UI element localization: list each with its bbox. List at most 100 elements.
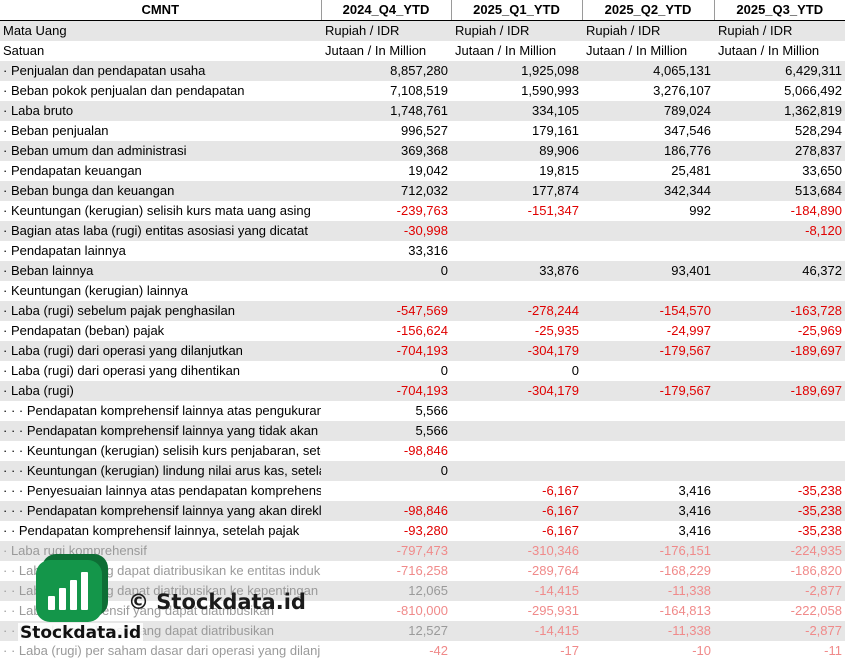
table-row: · Beban umum dan administrasi 369,368 89,9… [0,141,845,161]
value-cell: 7,108,519 [321,81,451,101]
row-label: Mata Uang [0,20,321,41]
value-cell: 89,906 [451,141,582,161]
value-cell: -11,338 [582,581,714,601]
value-cell: 0 [451,361,582,381]
value-cell: 46,372 [714,261,845,281]
value-cell: -184,890 [714,201,845,221]
value-cell: 12,065 [321,581,451,601]
value-cell: -35,238 [714,501,845,521]
value-cell: -716,258 [321,561,451,581]
value-cell [714,361,845,381]
period-header: 2024_Q4_YTD [321,0,452,21]
value-cell: -310,346 [451,541,582,561]
row-label: · · Pendapatan komprehensif lainnya, set… [0,521,321,541]
row-label: · Pendapatan keuangan [0,161,321,181]
value-cell: -14,415 [451,621,582,641]
table-row: · · · Pendapatan komprehensif lainnya at… [0,401,845,421]
value-cell: -164,813 [582,601,714,621]
unit-cell: Rupiah / IDR [714,20,845,41]
row-label: · · · Penyesuaian lainnya atas pendapata… [0,481,321,501]
value-cell: -289,764 [451,561,582,581]
value-cell: -304,179 [451,341,582,361]
value-cell: 25,481 [582,161,714,181]
value-cell: -797,473 [321,541,451,561]
row-label: · · · Pendapatan komprehensif lainnya at… [0,401,321,421]
row-label: · Laba (rugi) dari operasi yang dihentik… [0,361,321,381]
value-cell [321,481,451,501]
value-cell [451,421,582,441]
value-cell [451,241,582,261]
value-cell: -278,244 [451,301,582,321]
table-row: · Laba (rugi) dari operasi yang dihentik… [0,361,845,381]
value-cell: -42 [321,641,451,661]
value-cell: -24,997 [582,321,714,341]
table-row: · · · Pendapatan komprehensif lainnya ya… [0,501,845,521]
row-label: · Beban lainnya [0,261,321,281]
value-cell: 0 [321,361,451,381]
value-cell: -35,238 [714,521,845,541]
table-row: · Beban penjualan 996,527 179,161 347,546 52… [0,121,845,141]
value-cell: -10 [582,641,714,661]
table-row: · Laba (rugi) -704,193 -304,179 -179,567 -18… [0,381,845,401]
value-cell [714,461,845,481]
value-cell [451,461,582,481]
row-label: · Laba (rugi) sebelum pajak penghasilan [0,301,321,321]
table-row: · · · Keuntungan (kerugian) selisih kurs… [0,441,845,461]
value-cell: 5,066,492 [714,81,845,101]
table-row: · · Pendapatan komprehensif lainnya, set… [0,521,845,541]
value-cell: 513,684 [714,181,845,201]
table-row: · · Laba (rugi) yang dapat diatribusikan… [0,581,845,601]
unit-cell: Rupiah / IDR [451,20,582,41]
value-cell [582,361,714,381]
value-cell: -2,877 [714,621,845,641]
value-cell: -304,179 [451,381,582,401]
value-cell: 1,362,819 [714,101,845,121]
unit-row: Satuan Jutaan / In Million Jutaan / In Mil… [0,41,845,61]
value-cell [714,281,845,301]
value-cell: 342,344 [582,181,714,201]
value-cell: -6,167 [451,481,582,501]
value-cell: -179,567 [582,381,714,401]
row-label: · Pendapatan (beban) pajak [0,321,321,341]
unit-cell: Rupiah / IDR [321,20,451,41]
value-cell: 1,925,098 [451,61,582,81]
value-cell: 177,874 [451,181,582,201]
value-cell: -168,229 [582,561,714,581]
row-label: · Laba (rugi) [0,381,321,401]
value-cell: -547,569 [321,301,451,321]
row-label: · Laba rugi komprehensif [0,541,321,561]
value-cell: -93,280 [321,521,451,541]
value-cell: 6,429,311 [714,61,845,81]
value-cell: -35,238 [714,481,845,501]
table-row: · · Laba komprehensif yang dapat diatrib… [0,601,845,621]
value-cell: -2,877 [714,581,845,601]
row-label: · Beban bunga dan keuangan [0,181,321,201]
unit-cell: Jutaan / In Million [321,41,451,61]
value-cell: 19,042 [321,161,451,181]
table-row: · Beban bunga dan keuangan 712,032 177,874… [0,181,845,201]
value-cell: 19,815 [451,161,582,181]
unit-cell: Rupiah / IDR [582,20,714,41]
value-cell: 1,590,993 [451,81,582,101]
row-label: · · Laba komprehensif yang dapat diatrib… [0,601,321,621]
row-label: Satuan [0,41,321,61]
row-label: · Penjualan dan pendapatan usaha [0,61,321,81]
value-cell: 93,401 [582,261,714,281]
value-cell: 789,024 [582,101,714,121]
value-cell: 5,566 [321,421,451,441]
value-cell [451,281,582,301]
value-cell: -295,931 [451,601,582,621]
value-cell: -239,763 [321,201,451,221]
value-cell: -14,415 [451,581,582,601]
value-cell [451,401,582,421]
value-cell: -704,193 [321,341,451,361]
value-cell: 3,416 [582,521,714,541]
row-label: · Bagian atas laba (rugi) entitas asosia… [0,221,321,241]
value-cell: 3,276,107 [582,81,714,101]
value-cell [714,401,845,421]
row-label: · Laba bruto [0,101,321,121]
value-cell: 0 [321,461,451,481]
value-cell [451,221,582,241]
table-row: · Pendapatan (beban) pajak -156,624 -25,93… [0,321,845,341]
value-cell: 3,416 [582,481,714,501]
